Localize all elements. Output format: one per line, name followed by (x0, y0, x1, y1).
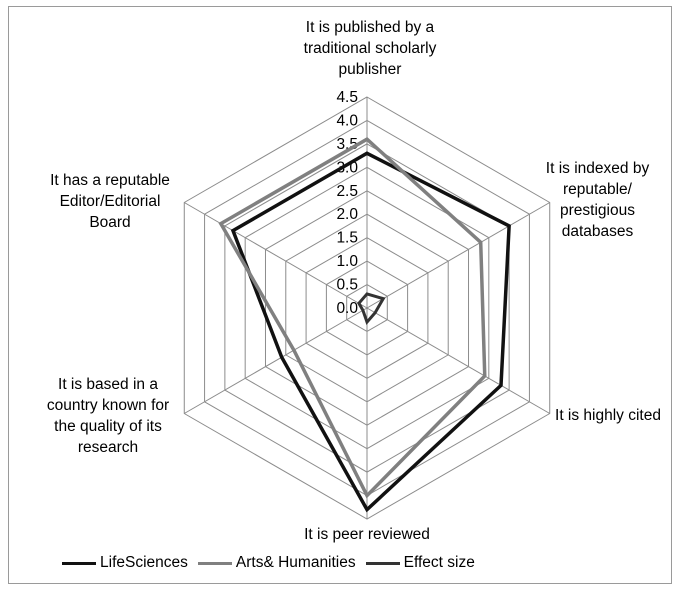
category-label-2: It is highly cited (548, 405, 668, 426)
category-label-0-line-1: traditional scholarly (303, 40, 437, 57)
category-label-0-line-0: It is published by a (305, 19, 435, 36)
category-label-5-line-0: It has a reputable (50, 172, 170, 189)
radial-tick-labels: 0.00.51.01.52.02.53.03.54.04.5 (336, 89, 358, 317)
legend-label-effect-size: Effect size (403, 554, 475, 571)
legend-swatch-effect-size (365, 561, 400, 565)
radar-spokes (184, 97, 550, 519)
category-label-1: It is indexed by reputable/prestigious dat… (535, 158, 660, 242)
legend-label-lifesciences: LifeSciences (100, 554, 188, 571)
tick-label-0: 0.0 (336, 300, 358, 317)
category-label-0: It is published by a traditional scholarl… (270, 17, 470, 80)
tick-label-4: 2.0 (336, 206, 358, 223)
category-label-0-line-2: publisher (338, 61, 402, 78)
legend: LifeSciences Arts& Humanities Effect siz… (62, 554, 485, 572)
category-label-1-line-2: prestigious (560, 202, 635, 219)
series-line-2 (357, 292, 386, 326)
series-line-0 (230, 151, 511, 513)
spoke-2 (366, 307, 550, 414)
category-label-4: It is based in a country known for the qua… (38, 374, 178, 458)
chart-frame (8, 6, 672, 584)
category-label-4-line-2: the quality of its (54, 418, 162, 435)
radar-series (218, 137, 511, 513)
legend-item-effect-size: Effect size (365, 554, 475, 572)
category-label-1-line-1: reputable/ (563, 181, 632, 198)
tick-label-9: 4.5 (336, 89, 358, 106)
category-label-4-line-0: It is based in a (58, 376, 158, 393)
category-label-4-line-3: research (77, 439, 139, 456)
tick-label-1: 0.5 (336, 277, 358, 294)
tick-label-6: 3.0 (336, 159, 358, 176)
spoke-4 (184, 307, 368, 414)
category-label-5-line-2: Board (89, 214, 131, 231)
legend-item-lifesciences: LifeSciences (62, 554, 188, 572)
tick-label-3: 1.5 (336, 230, 358, 247)
category-label-1-line-0: It is indexed by (545, 160, 650, 177)
category-label-3-line-0: It is peer reviewed (304, 526, 430, 543)
category-label-2-line-0: It is highly cited (555, 407, 661, 424)
category-label-4-line-1: country known for (46, 397, 170, 414)
category-label-5-line-1: Editor/Editorial (59, 193, 161, 210)
legend-swatch-lifesciences (62, 561, 96, 565)
legend-swatch-arts-humanities (197, 561, 232, 565)
category-label-3: It is peer reviewed (260, 524, 474, 545)
legend-item-arts-humanities: Arts& Humanities (197, 554, 356, 572)
tick-label-2: 1.0 (336, 253, 358, 270)
category-label-1-line-3: databases (561, 223, 634, 240)
tick-label-5: 2.5 (336, 183, 358, 200)
spoke-1 (366, 202, 550, 309)
legend-label-arts-humanities: Arts& Humanities (235, 554, 356, 571)
spoke-5 (184, 202, 368, 309)
tick-label-8: 4.0 (336, 112, 358, 129)
category-label-5: It has a reputable Editor/Editorial Board (40, 170, 180, 233)
